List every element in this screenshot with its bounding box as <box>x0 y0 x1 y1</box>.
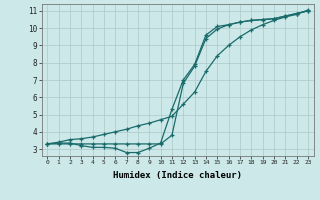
X-axis label: Humidex (Indice chaleur): Humidex (Indice chaleur) <box>113 171 242 180</box>
